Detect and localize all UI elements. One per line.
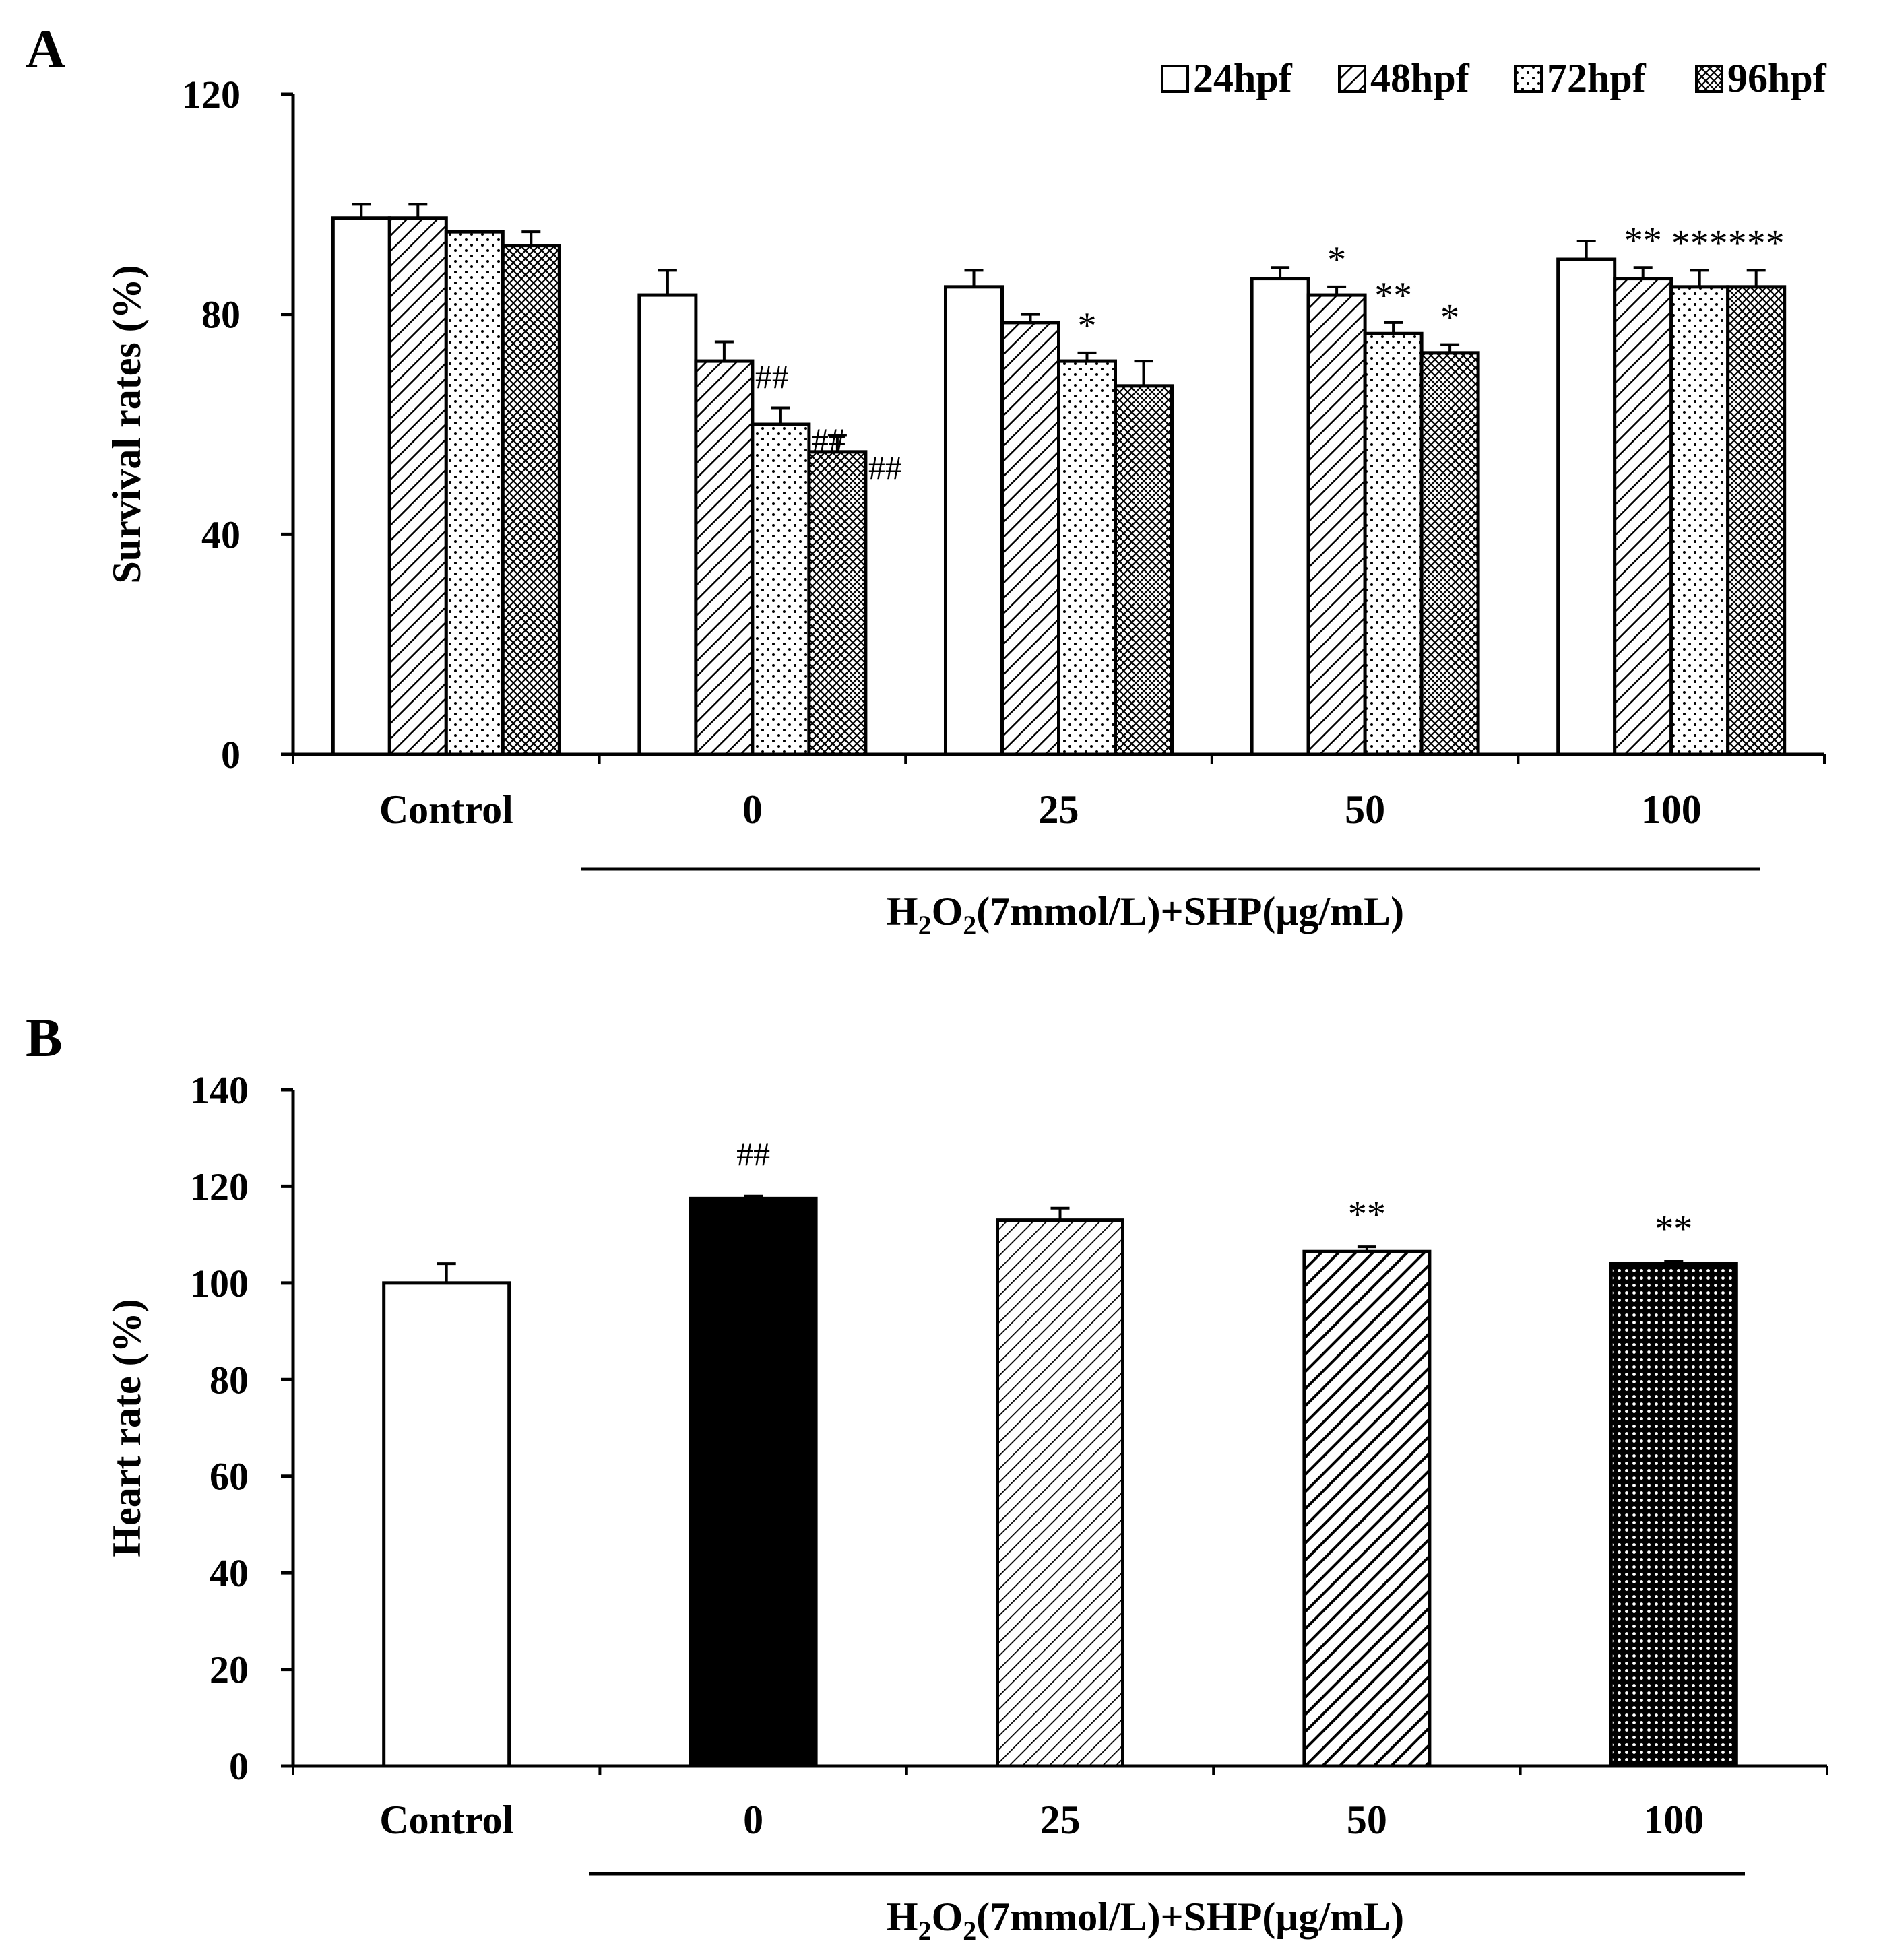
significance-star: ** [1348, 1194, 1386, 1235]
significance-hash: ## [736, 1135, 770, 1173]
legend-label-72hpf: 72hpf [1547, 56, 1647, 100]
bar-heart-rate-25 [996, 1218, 1124, 1768]
y-tick-label: 140 [190, 1068, 249, 1112]
legend-label-48hpf: 48hpf [1370, 56, 1470, 100]
legend-swatch-96hpf [1695, 65, 1723, 93]
y-tick-label: 60 [210, 1455, 249, 1499]
bar-72hpf-Control [444, 230, 505, 756]
category-label: 100 [1643, 1798, 1704, 1842]
bar-72hpf-25 [1057, 359, 1117, 756]
category-label: 0 [743, 1798, 763, 1842]
category-label: Control [379, 1798, 513, 1842]
panel-a-letter: A [26, 18, 65, 79]
y-tick-label: 100 [190, 1262, 249, 1305]
panel-a-error-bars [352, 203, 1766, 452]
significance-hash: ## [755, 358, 789, 395]
bar-heart-rate-Control [382, 1281, 511, 1768]
panel-b-heart-rate-chart: B 0 20 40 60 80 100 120 140 ## ** ** Control 0 25 50… [26, 1007, 1828, 1946]
panel-a-y-axis-title: Survival rates (%) [104, 265, 149, 583]
significance-hash: ## [868, 449, 902, 486]
panel-b-bars [382, 1196, 1738, 1768]
significance-star: ** [1624, 220, 1662, 261]
category-label: 50 [1345, 787, 1385, 832]
panel-a-bars [331, 216, 1787, 756]
y-tick-label: 80 [201, 293, 241, 337]
significance-star: *** [1671, 222, 1728, 264]
panel-b-y-ticks: 0 20 40 60 80 100 120 140 [190, 1068, 293, 1788]
bar-48hpf-Control [387, 216, 448, 756]
bar-96hpf-Control [501, 244, 561, 756]
legend-label-96hpf: 96hpf [1727, 56, 1827, 100]
y-tick-label: 40 [201, 513, 241, 556]
bar-48hpf-50 [1306, 293, 1367, 756]
legend-swatch-48hpf [1338, 65, 1366, 93]
bar-heart-rate-50 [1302, 1249, 1432, 1768]
category-label: 0 [742, 787, 763, 832]
category-label: 50 [1347, 1798, 1387, 1842]
panel-a-category-labels: Control 0 25 50 100 [379, 787, 1702, 832]
panel-a-annotations: ######******* *** *** [755, 220, 1785, 486]
legend-swatch-72hpf [1514, 65, 1543, 93]
bar-heart-rate-100 [1609, 1262, 1738, 1768]
y-tick-label: 120 [190, 1165, 249, 1208]
bar-72hpf-0 [751, 422, 811, 756]
panel-b-x-axis-title: H2O2(7mmol/L)+SHP(μg/mL) [887, 1895, 1404, 1946]
bar-24hpf-25 [944, 285, 1004, 756]
significance-star: * [1078, 305, 1097, 347]
panel-b-y-axis-title: Heart rate (%) [104, 1299, 149, 1557]
bar-48hpf-25 [1000, 321, 1060, 756]
y-tick-label: 80 [210, 1358, 249, 1402]
category-label: 100 [1641, 787, 1702, 832]
panel-a-y-ticks: 0 40 80 120 [182, 73, 293, 777]
panel-b-annotations: ## ** ** [736, 1135, 1692, 1250]
bar-72hpf-50 [1363, 331, 1424, 756]
bar-heart-rate-0 [689, 1196, 818, 1768]
significance-star: ** [1374, 275, 1412, 317]
panel-a-legend: 24hpf 48hpf 72hpf 96hpf [1161, 56, 1827, 100]
panel-b-error-bars [437, 1194, 1684, 1283]
bar-96hpf-50 [1419, 351, 1480, 756]
bar-48hpf-0 [694, 359, 755, 756]
legend-label-24hpf: 24hpf [1193, 56, 1293, 100]
category-label: 25 [1039, 787, 1079, 832]
bar-24hpf-50 [1250, 277, 1310, 756]
significance-star: ** [1655, 1208, 1692, 1250]
category-label: 25 [1040, 1798, 1081, 1842]
y-tick-label: 40 [210, 1551, 249, 1595]
bar-48hpf-100 [1613, 277, 1673, 756]
bar-96hpf-100 [1726, 285, 1787, 756]
y-tick-label: 0 [229, 1744, 249, 1788]
y-tick-label: 0 [221, 733, 241, 777]
category-label: Control [379, 787, 513, 832]
bar-24hpf-Control [331, 216, 391, 756]
panel-a-x-ticks [292, 754, 1826, 764]
bar-96hpf-0 [807, 450, 868, 756]
bar-24hpf-100 [1556, 257, 1617, 756]
y-tick-label: 20 [210, 1648, 249, 1692]
significance-star: *** [1728, 222, 1785, 264]
panel-b-x-ticks [292, 1766, 1828, 1775]
y-tick-label: 120 [182, 73, 241, 117]
bar-72hpf-100 [1669, 285, 1730, 756]
bar-24hpf-0 [637, 293, 698, 756]
significance-hash: ## [812, 421, 845, 459]
panel-b-letter: B [26, 1007, 63, 1068]
panel-a-x-axis-title: H2O2(7mmol/L)+SHP(μg/mL) [887, 889, 1404, 940]
legend-swatch-24hpf [1161, 65, 1189, 93]
bar-96hpf-25 [1114, 384, 1174, 756]
panel-b-category-labels: Control 0 25 50 100 [379, 1798, 1704, 1842]
significance-star: * [1327, 239, 1346, 281]
significance-star: * [1440, 297, 1459, 339]
